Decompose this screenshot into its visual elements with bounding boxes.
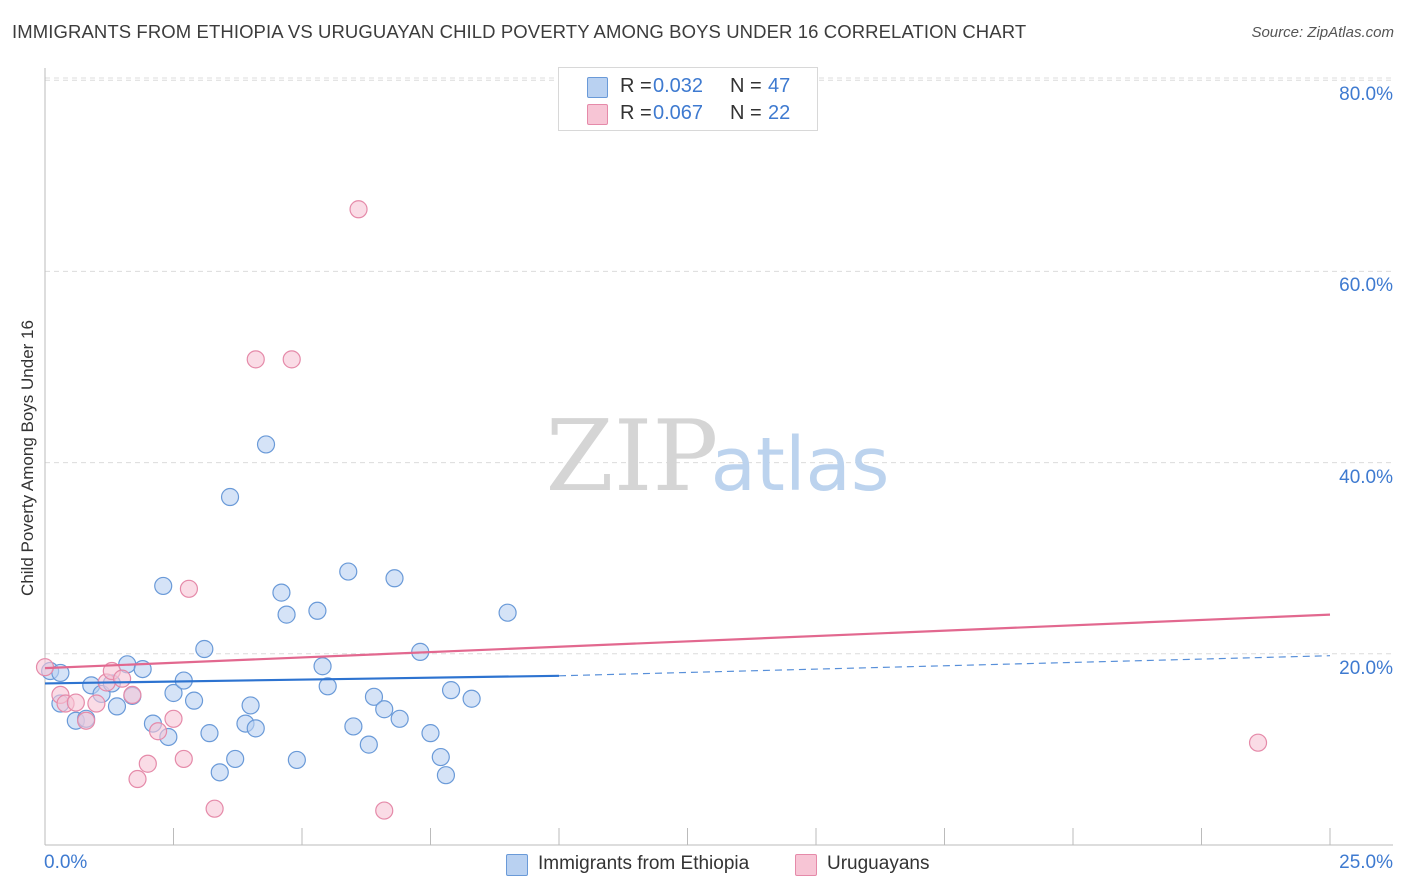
ethiopia-point — [241, 696, 260, 715]
x-tick-min: 0.0% — [44, 852, 88, 873]
ethiopia-point — [287, 750, 306, 770]
ethiopia-point — [318, 677, 337, 696]
ethiopia-point — [385, 569, 404, 588]
ethiopia-trend-line — [44, 674, 560, 685]
ethiopia-point — [359, 735, 378, 754]
uruguayan-point — [1248, 733, 1268, 752]
ethiopia-point — [246, 719, 265, 738]
ethiopia-point — [164, 683, 183, 703]
chart-source: Source: ZipAtlas.com — [1251, 24, 1394, 41]
uruguayan-point — [179, 579, 199, 598]
ethiopia-trend-extension — [558, 655, 1331, 677]
uruguayan-point — [66, 693, 85, 712]
blue-swatch-icon — [506, 854, 528, 876]
ethiopia-point — [210, 763, 229, 782]
uruguayan-point — [87, 694, 106, 713]
uruguayan-point — [349, 200, 368, 219]
ethiopia-point — [344, 717, 363, 736]
ethiopia-point — [375, 700, 394, 719]
uruguayan-point — [138, 754, 157, 773]
ethiopia-point — [339, 562, 358, 581]
y-tick-label: 80.0% — [1339, 84, 1393, 106]
n-value: 47 — [768, 75, 791, 97]
uruguayan-point — [128, 769, 147, 789]
y-tick-label: 20.0% — [1339, 657, 1393, 679]
uruguayan-point — [282, 350, 301, 369]
ethiopia-point — [390, 709, 409, 728]
n-label: N = — [730, 75, 762, 97]
y-tick-label: 60.0% — [1339, 275, 1393, 297]
ethiopia-point — [107, 697, 127, 716]
chart-title: IMMIGRANTS FROM ETHIOPIA VS URUGUAYAN CH… — [12, 21, 1027, 42]
uruguayan-point — [148, 722, 168, 741]
uruguayan-point — [164, 709, 183, 728]
uruguayan-point — [123, 685, 142, 705]
r-value: 0.067 — [653, 102, 704, 124]
watermark-atlas: atlas — [711, 422, 890, 508]
legend-label: Uruguayans — [827, 853, 930, 874]
ethiopia-point — [200, 724, 219, 743]
uruguayan-point — [77, 711, 96, 730]
ethiopia-point — [436, 766, 456, 785]
y-tick-label: 40.0% — [1339, 466, 1393, 488]
pink-swatch-icon — [587, 104, 608, 125]
ethiopia-point — [364, 687, 384, 706]
ethiopia-point — [498, 603, 517, 622]
stats-box: R = 0.032 N = 47 R = 0.067 N = 22 — [558, 67, 818, 131]
uruguayan-point — [174, 749, 193, 769]
x-tick-max: 25.0% — [1339, 852, 1393, 873]
blue-swatch-icon — [587, 77, 608, 98]
ethiopia-point — [195, 639, 214, 659]
ethiopia-point — [431, 747, 450, 767]
legend-label: Immigrants from Ethiopia — [538, 853, 750, 874]
ethiopia-point — [154, 576, 173, 596]
uruguayan-point — [205, 799, 224, 818]
pink-swatch-icon — [795, 854, 817, 876]
ethiopia-point — [441, 681, 461, 700]
r-value: 0.032 — [653, 75, 704, 97]
ethiopia-point — [220, 487, 240, 507]
ethiopia-point — [272, 583, 291, 602]
ethiopia-point — [462, 689, 481, 708]
r-label: R = — [620, 75, 652, 97]
uruguayan-trend-line — [44, 613, 1331, 670]
ethiopia-point — [313, 657, 332, 676]
uruguayan-point — [375, 801, 394, 820]
ethiopia-point — [421, 724, 440, 743]
ethiopia-point — [256, 435, 276, 454]
ethiopia-point — [308, 601, 327, 620]
r-label: R = — [620, 102, 652, 124]
uruguayan-point — [112, 669, 132, 688]
n-value: 22 — [768, 102, 791, 124]
ethiopia-point — [184, 691, 204, 710]
ethiopia-point — [277, 605, 296, 624]
watermark-zip: ZIP — [546, 400, 719, 514]
ethiopia-point — [226, 749, 245, 769]
uruguayan-point — [246, 350, 265, 369]
n-label: N = — [730, 102, 762, 124]
